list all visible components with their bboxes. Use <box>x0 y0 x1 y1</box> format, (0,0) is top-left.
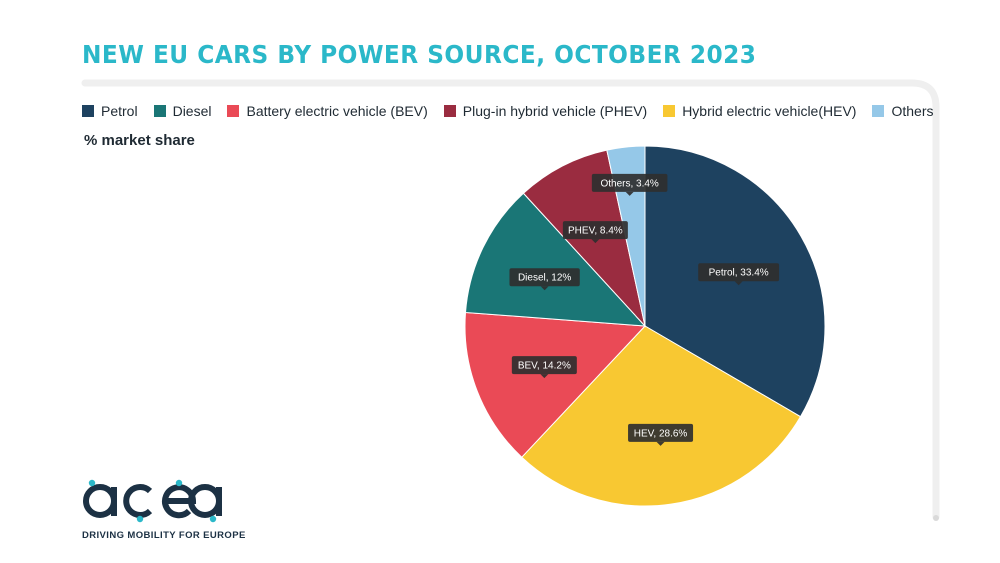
legend-swatch-diesel <box>153 105 166 117</box>
data-label-pointer <box>540 286 549 291</box>
legend-item-others: Others <box>872 103 933 119</box>
legend-label: Others <box>891 103 934 119</box>
pie-slice-diesel <box>464 192 647 327</box>
legend-label: Hybrid electric vehicle(HEV) <box>682 103 857 119</box>
data-label-box <box>509 268 580 287</box>
chart-legend: Petrol Diesel Battery electric vehicle (… <box>82 103 949 119</box>
data-label-box <box>591 173 668 192</box>
legend-label: Plug-in hybrid vehicle (PHEV) <box>462 103 648 119</box>
chart-subtitle: % market share <box>84 132 195 149</box>
pie-slice-bev <box>464 311 647 458</box>
pie-slice-hev <box>521 325 802 507</box>
data-label-box <box>511 356 577 375</box>
data-label-box <box>698 263 780 282</box>
data-label-text: HEV, 28.6% <box>634 428 688 439</box>
data-label-text: BEV, 14.2% <box>518 361 571 372</box>
data-label-petrol: Petrol, 33.4% <box>698 263 780 286</box>
data-label-pointer <box>591 239 600 244</box>
data-label-hev: HEV, 28.6% <box>628 423 694 446</box>
data-label-text: PHEV, 8.4% <box>568 226 623 237</box>
legend-label: Battery electric vehicle (BEV) <box>246 103 428 119</box>
data-label-bev: BEV, 14.2% <box>511 356 577 379</box>
legend-swatch-petrol <box>82 105 94 117</box>
legend-label: Diesel <box>172 103 212 119</box>
legend-label: Petrol <box>101 103 138 119</box>
legend-swatch-others <box>872 105 885 117</box>
legend-swatch-phev <box>443 105 456 117</box>
legend-swatch-bev <box>227 105 240 117</box>
logo-tagline: DRIVING MOBILITY FOR EUROPE <box>82 530 246 541</box>
data-label-box <box>628 423 694 442</box>
legend-item-hev: Hybrid electric vehicle(HEV) <box>663 103 856 119</box>
data-label-text: Diesel, 12% <box>518 273 571 284</box>
data-label-phev: PHEV, 8.4% <box>562 221 628 244</box>
data-label-box <box>562 221 628 240</box>
data-label-pointer <box>734 281 743 286</box>
data-label-others: Others, 3.4% <box>591 173 668 196</box>
data-label-pointer <box>625 191 634 196</box>
legend-item-bev: Battery electric vehicle (BEV) <box>227 103 428 119</box>
data-label-text: Others, 3.4% <box>600 178 658 189</box>
chart-title: NEW EU CARS BY POWER SOURCE, OCTOBER 202… <box>82 40 757 69</box>
data-label-pointer <box>540 374 549 379</box>
legend-item-petrol: Petrol <box>82 103 138 119</box>
legend-item-phev: Plug-in hybrid vehicle (PHEV) <box>443 103 648 119</box>
data-label-diesel: Diesel, 12% <box>509 268 580 291</box>
legend-swatch-hev <box>663 105 676 117</box>
legend-item-diesel: Diesel <box>153 103 212 119</box>
data-label-pointer <box>656 441 665 446</box>
acea-logo <box>83 479 222 523</box>
data-label-text: Petrol, 33.4% <box>709 268 769 279</box>
